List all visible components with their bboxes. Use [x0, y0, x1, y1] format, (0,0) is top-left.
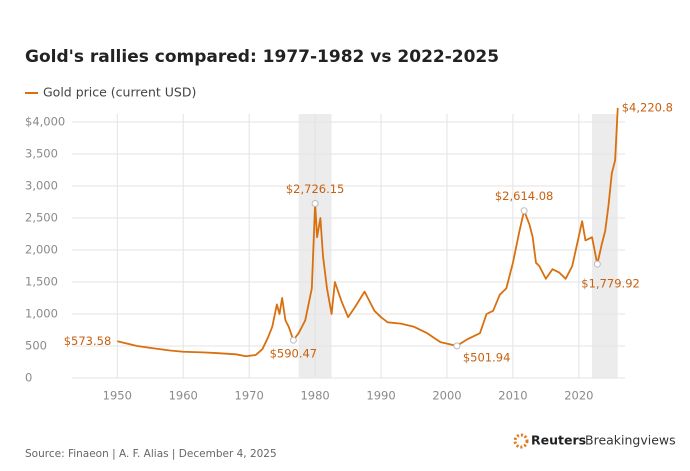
x-tick-label: 2000: [432, 389, 461, 403]
y-tick-label: $4,000: [25, 115, 65, 129]
brand-logo: Reuters Breakingviews: [513, 433, 676, 449]
highlight-band: [592, 114, 618, 378]
annotation-marker: [520, 207, 528, 215]
annotation-label: $501.94: [463, 350, 511, 364]
chart-title: Gold's rallies compared: 1977-1982 vs 20…: [25, 47, 499, 67]
y-tick-label: 2,500: [25, 211, 58, 225]
annotation-label: $4,220.8: [622, 100, 673, 114]
y-tick-label: 500: [25, 339, 47, 353]
plot-area: 0 500 1,000 1,500 2,000 2,500 3,000 3,500 $4,000…: [25, 100, 673, 402]
y-tick-label: 3,500: [25, 147, 58, 161]
annotation-label: $573.58: [64, 334, 112, 348]
y-tick-label: 0: [25, 371, 32, 385]
x-tick-label: 2010: [498, 389, 527, 403]
x-tick-label: 1980: [300, 389, 329, 403]
y-tick-label: 1,000: [25, 307, 58, 321]
x-tick-label: 1960: [169, 389, 198, 403]
annotation-marker: [311, 200, 319, 208]
x-tick-label: 2020: [564, 389, 593, 403]
y-tick-label: 3,000: [25, 179, 58, 193]
y-tick-label: 1,500: [25, 275, 58, 289]
data-line: [117, 107, 619, 358]
annotation-label: $2,726.15: [286, 182, 345, 196]
brand-name: Reuters: [531, 433, 586, 448]
x-tick-label: 1990: [366, 389, 395, 403]
annotation-label: $1,779.92: [581, 277, 640, 291]
legend-label: Gold price (current USD): [43, 85, 196, 100]
source: Source: Finaeon | A. F. Alias | December…: [25, 448, 277, 460]
logo-icon: [513, 433, 529, 449]
annotation-label: $2,614.08: [495, 189, 554, 203]
x-tick-label: 1970: [235, 389, 264, 403]
x-tick-label: 1950: [103, 389, 132, 403]
annotation-label: $590.47: [270, 347, 318, 361]
y-tick-label: 2,000: [25, 243, 58, 257]
annotation-marker: [593, 260, 601, 268]
annotation-marker: [453, 342, 461, 350]
brand-product: Breakingviews: [585, 433, 676, 448]
annotation-marker: [289, 336, 297, 344]
